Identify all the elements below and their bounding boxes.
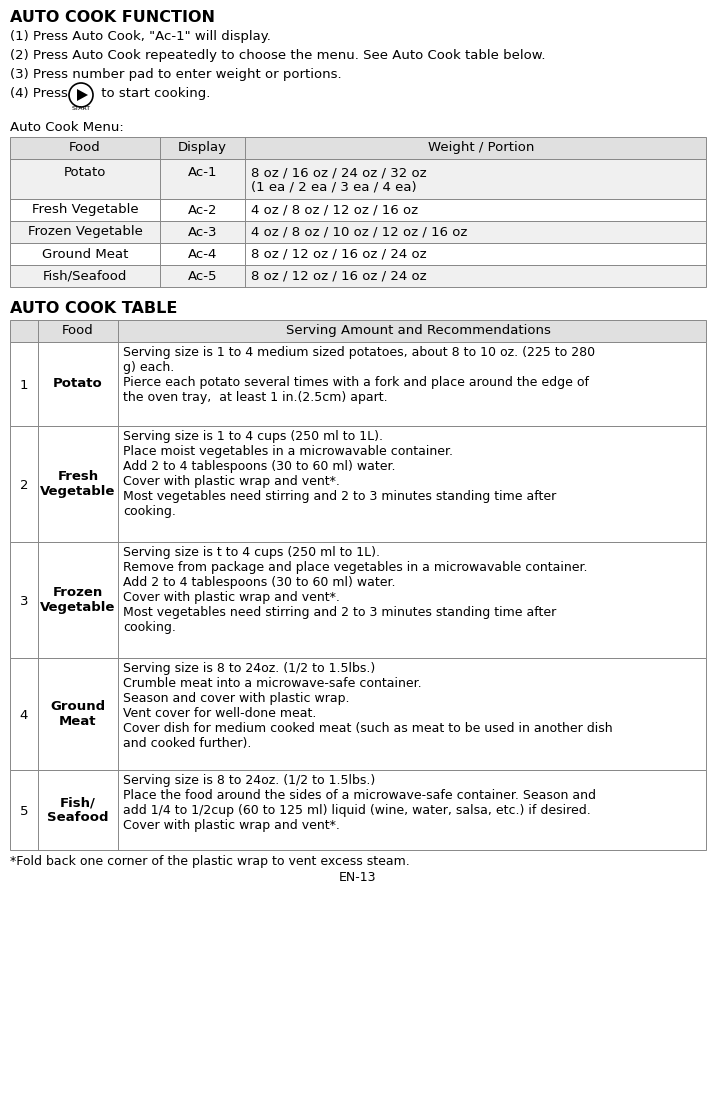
- Text: 5: 5: [20, 805, 28, 818]
- Text: AUTO COOK TABLE: AUTO COOK TABLE: [10, 301, 178, 316]
- Text: Fresh
Vegetable: Fresh Vegetable: [40, 470, 116, 498]
- Text: (3) Press number pad to enter weight or portions.: (3) Press number pad to enter weight or …: [10, 68, 342, 81]
- Text: 8 oz / 12 oz / 16 oz / 24 oz: 8 oz / 12 oz / 16 oz / 24 oz: [251, 248, 427, 261]
- Text: Serving Amount and Recommendations: Serving Amount and Recommendations: [286, 324, 551, 337]
- Bar: [10, 659, 706, 771]
- Bar: [10, 771, 706, 850]
- Text: 8 oz / 12 oz / 16 oz / 24 oz: 8 oz / 12 oz / 16 oz / 24 oz: [251, 270, 427, 282]
- Bar: [10, 243, 706, 265]
- Text: Display: Display: [178, 141, 227, 155]
- Text: START: START: [72, 106, 90, 111]
- Text: Ac-1: Ac-1: [188, 166, 217, 179]
- Text: 4: 4: [20, 709, 28, 722]
- Text: 4 oz / 8 oz / 12 oz / 16 oz: 4 oz / 8 oz / 12 oz / 16 oz: [251, 204, 418, 216]
- Bar: [10, 542, 706, 659]
- Text: Food: Food: [62, 324, 94, 337]
- Text: Serving size is t to 4 cups (250 ml to 1L).
Remove from package and place vegeta: Serving size is t to 4 cups (250 ml to 1…: [123, 547, 588, 634]
- Text: to start cooking.: to start cooking.: [97, 87, 211, 100]
- Text: (1) Press Auto Cook, "Ac-1" will display.: (1) Press Auto Cook, "Ac-1" will display…: [10, 30, 271, 43]
- Text: Auto Cook Menu:: Auto Cook Menu:: [10, 121, 124, 134]
- Bar: [10, 221, 706, 243]
- Bar: [10, 137, 706, 159]
- Text: Frozen
Vegetable: Frozen Vegetable: [40, 586, 116, 614]
- Bar: [10, 199, 706, 221]
- Text: Food: Food: [69, 141, 101, 155]
- Text: Potato: Potato: [64, 166, 106, 179]
- Text: 1: 1: [20, 379, 28, 392]
- Text: Potato: Potato: [53, 377, 103, 390]
- Text: Serving size is 1 to 4 medium sized potatoes, about 8 to 10 oz. (225 to 280
g) e: Serving size is 1 to 4 medium sized pota…: [123, 346, 595, 404]
- Bar: [10, 320, 706, 342]
- Text: Ac-4: Ac-4: [188, 248, 217, 261]
- Text: Ac-5: Ac-5: [188, 270, 217, 282]
- Text: Serving size is 1 to 4 cups (250 ml to 1L).
Place moist vegetables in a microwav: Serving size is 1 to 4 cups (250 ml to 1…: [123, 430, 556, 517]
- Text: EN-13: EN-13: [339, 871, 377, 884]
- Text: Fish/Seafood: Fish/Seafood: [43, 270, 127, 282]
- Text: 3: 3: [20, 595, 28, 608]
- Text: 2: 2: [20, 479, 28, 492]
- Bar: [10, 159, 706, 199]
- Text: Fresh Vegetable: Fresh Vegetable: [32, 204, 138, 216]
- Text: AUTO COOK FUNCTION: AUTO COOK FUNCTION: [10, 10, 215, 25]
- Text: (2) Press Auto Cook repeatedly to choose the menu. See Auto Cook table below.: (2) Press Auto Cook repeatedly to choose…: [10, 49, 546, 62]
- Bar: [10, 426, 706, 542]
- Text: (4) Press: (4) Press: [10, 87, 72, 100]
- Bar: [10, 342, 706, 426]
- Text: *Fold back one corner of the plastic wrap to vent excess steam.: *Fold back one corner of the plastic wra…: [10, 855, 410, 868]
- Text: Ground
Meat: Ground Meat: [50, 700, 105, 728]
- Text: Ac-2: Ac-2: [188, 204, 217, 216]
- Text: Ac-3: Ac-3: [188, 225, 217, 239]
- Polygon shape: [77, 88, 88, 101]
- Text: Ground Meat: Ground Meat: [42, 248, 128, 261]
- Text: 8 oz / 16 oz / 24 oz / 32 oz
(1 ea / 2 ea / 3 ea / 4 ea): 8 oz / 16 oz / 24 oz / 32 oz (1 ea / 2 e…: [251, 166, 427, 194]
- Text: Serving size is 8 to 24oz. (1/2 to 1.5lbs.)
Crumble meat into a microwave-safe c: Serving size is 8 to 24oz. (1/2 to 1.5lb…: [123, 662, 613, 750]
- Text: 4 oz / 8 oz / 10 oz / 12 oz / 16 oz: 4 oz / 8 oz / 10 oz / 12 oz / 16 oz: [251, 225, 468, 239]
- Text: Weight / Portion: Weight / Portion: [428, 141, 535, 155]
- Text: Serving size is 8 to 24oz. (1/2 to 1.5lbs.)
Place the food around the sides of a: Serving size is 8 to 24oz. (1/2 to 1.5lb…: [123, 774, 596, 832]
- Text: Frozen Vegetable: Frozen Vegetable: [27, 225, 142, 239]
- Text: Fish/
Seafood: Fish/ Seafood: [47, 796, 109, 824]
- Bar: [10, 265, 706, 287]
